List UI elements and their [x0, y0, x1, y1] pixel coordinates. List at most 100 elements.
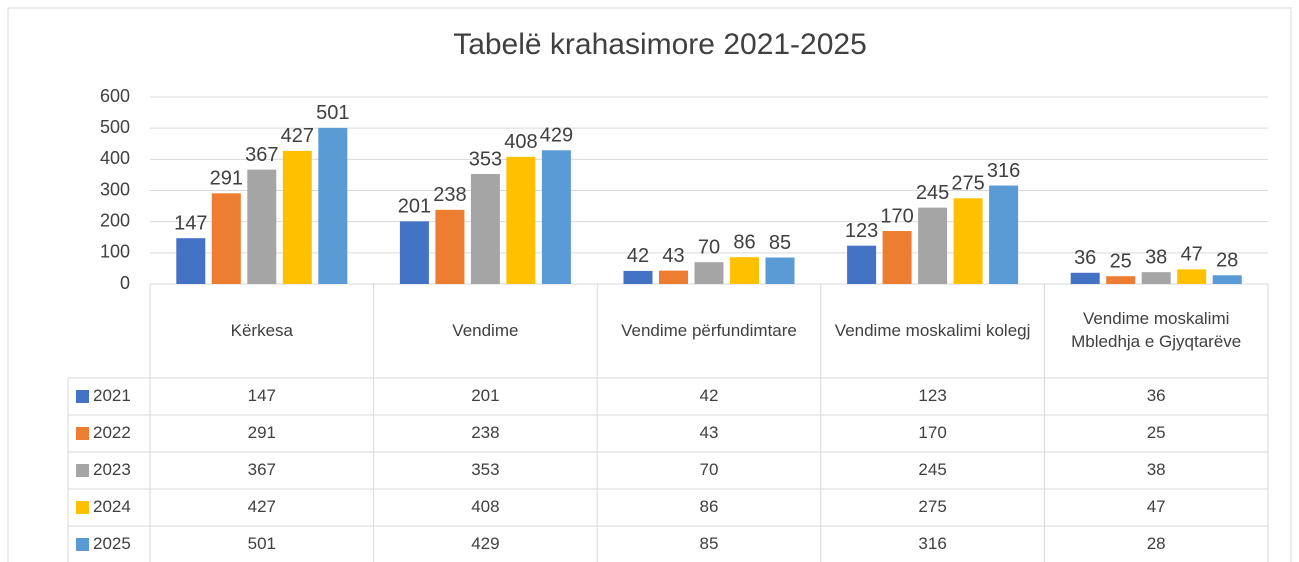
bar: [282, 150, 312, 284]
data-label: 275: [951, 173, 984, 195]
table-cell: 201: [471, 386, 500, 406]
data-label: 70: [698, 236, 720, 258]
bar: [1212, 275, 1242, 284]
chart-title: Tabelë krahasimore 2021-2025: [453, 28, 867, 61]
legend-label: 2021: [93, 386, 131, 406]
bar: [918, 207, 948, 284]
bar: [541, 150, 571, 284]
table-cell: 43: [699, 423, 719, 443]
table-cell: 353: [471, 460, 500, 480]
table-cell: 38: [1146, 460, 1166, 480]
table-cell: 427: [247, 497, 276, 517]
table-cell: 25: [1146, 423, 1166, 443]
data-label: 353: [469, 148, 502, 170]
table-cell: 85: [699, 534, 719, 554]
data-label: 147: [174, 212, 207, 234]
y-tick-label: 300: [100, 179, 130, 199]
data-label: 367: [245, 144, 278, 166]
table-cell: 316: [918, 534, 947, 554]
chart-frame: [7, 7, 1292, 562]
bar: [435, 209, 465, 284]
category-label: Vendime: [452, 320, 519, 340]
bar: [765, 257, 795, 284]
bar: [506, 156, 536, 284]
data-label: 47: [1181, 244, 1203, 266]
legend-key: [76, 501, 89, 514]
data-label: 245: [916, 182, 949, 204]
table-cell: 36: [1146, 386, 1166, 406]
table-cell: 123: [918, 386, 947, 406]
bar: [318, 127, 348, 284]
data-label: 36: [1074, 247, 1096, 269]
bar: [399, 221, 429, 284]
data-label: 170: [880, 205, 913, 227]
bar: [882, 231, 912, 284]
data-label: 86: [733, 231, 755, 253]
table-cell: 408: [471, 497, 500, 517]
legend-label: 2022: [93, 423, 131, 443]
table-cell: 47: [1146, 497, 1166, 517]
y-tick-label: 100: [100, 242, 130, 262]
y-tick-label: 500: [100, 117, 130, 137]
data-label: 501: [316, 102, 349, 124]
bar: [211, 193, 241, 284]
table-cell: 147: [247, 386, 276, 406]
data-label: 427: [281, 125, 314, 147]
bar: [1106, 276, 1136, 284]
bar: [847, 245, 877, 284]
legend-entry: 2021: [68, 378, 150, 415]
y-tick-label: 600: [100, 86, 130, 106]
bar: [989, 185, 1019, 284]
table-cell: 275: [918, 497, 947, 517]
table-cell: 501: [247, 534, 276, 554]
data-label: 316: [987, 160, 1020, 182]
table-cell: 245: [918, 460, 947, 480]
bar: [953, 198, 983, 284]
legend-entry: 2023: [68, 452, 150, 489]
data-label: 238: [433, 184, 466, 206]
data-label: 25: [1110, 250, 1132, 272]
bar: [1177, 269, 1207, 284]
category-label: Kërkesa: [230, 320, 293, 340]
legend-label: 2023: [93, 460, 131, 480]
legend-label: 2025: [93, 534, 131, 554]
data-label: 42: [627, 245, 649, 267]
legend-entry: 2022: [68, 415, 150, 452]
bar: [659, 270, 688, 284]
bar: [470, 173, 500, 284]
data-label: 123: [845, 220, 878, 242]
table-cell: 367: [247, 460, 276, 480]
bar: [1070, 272, 1100, 284]
legend-key: [76, 538, 89, 551]
bar: [176, 238, 206, 284]
data-label: 43: [662, 245, 684, 267]
data-label: 291: [210, 168, 243, 190]
legend-label: 2024: [93, 497, 131, 517]
table-cell: 42: [699, 386, 719, 406]
bar: [730, 257, 759, 284]
category-label: Vendime moskalimi Mbledhja e Gjyqtarëve: [1071, 309, 1242, 351]
y-tick-label: 400: [100, 148, 130, 168]
data-label: 28: [1216, 250, 1238, 272]
bar: [623, 270, 653, 284]
bar: [1141, 272, 1171, 284]
bar: [247, 169, 277, 284]
legend-key: [76, 390, 89, 403]
table-cell: 429: [471, 534, 500, 554]
table-cell: 291: [247, 423, 276, 443]
table-cell: 86: [699, 497, 719, 517]
table-cell: 238: [471, 423, 500, 443]
data-label: 408: [504, 131, 537, 153]
table-cell: 170: [918, 423, 947, 443]
table-cell: 28: [1146, 534, 1166, 554]
legend-entry: 2025: [68, 526, 150, 562]
data-label: 38: [1145, 246, 1167, 268]
legend-key: [76, 427, 89, 440]
y-tick-label: 200: [100, 210, 130, 230]
legend-entry: 2024: [68, 489, 150, 526]
category-label: Vendime moskalimi kolegj: [834, 320, 1031, 340]
data-label: 85: [769, 232, 791, 254]
data-label: 201: [398, 196, 431, 218]
